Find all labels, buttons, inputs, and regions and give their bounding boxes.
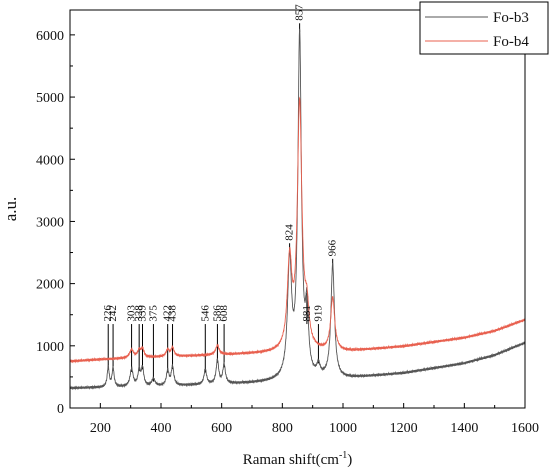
y-tick-label-1000: 1000 [36, 340, 64, 355]
x-axis-label-close: ) [347, 452, 352, 468]
x-tick-label-1000: 1000 [329, 421, 357, 436]
x-tick-label-1600: 1600 [511, 421, 539, 436]
x-axis-label: Raman shift(cm-1) [243, 450, 353, 468]
legend-label-fo-b4: Fo-b4 [493, 34, 529, 50]
x-axis-label-superscript: -1 [339, 450, 347, 461]
y-tick-label-3000: 3000 [36, 215, 64, 230]
peak-label-339: 339 [136, 305, 148, 322]
legend: Fo-b3 Fo-b4 [419, 1, 549, 55]
x-axis-label-main: Raman shift(cm [243, 452, 340, 468]
peak-label-328: 328 [133, 305, 145, 322]
plot-frame [69, 9, 526, 409]
peak-label-824: 824 [284, 224, 296, 241]
peak-label-881: 881 [301, 305, 313, 322]
y-tick-label-4000: 4000 [36, 153, 64, 168]
peak-label-586: 586 [211, 305, 223, 322]
y-tick-label-2000: 2000 [36, 278, 64, 293]
peak-label-303: 303 [126, 305, 138, 322]
legend-box [419, 1, 549, 55]
peak-label-919: 919 [312, 305, 324, 322]
peak-label-438: 438 [167, 305, 179, 322]
legend-label-fo-b3: Fo-b3 [493, 10, 529, 26]
x-tick-label-800: 800 [272, 421, 293, 436]
y-axis-label: a.u. [1, 197, 20, 222]
peak-label-857: 857 [294, 4, 306, 21]
x-tick-label-400: 400 [151, 421, 172, 436]
peak-label-375: 375 [147, 305, 159, 322]
peak-label-966: 966 [327, 239, 339, 256]
x-tick-label-1200: 1200 [390, 421, 418, 436]
x-tick-label-600: 600 [211, 421, 232, 436]
series-layer [69, 28, 526, 391]
peak-label-546: 546 [199, 305, 211, 322]
series-line-fo-b4 [69, 96, 526, 364]
y-tick-label-5000: 5000 [36, 91, 64, 106]
peak-label-608: 608 [218, 305, 230, 322]
y-tick-label-6000: 6000 [36, 29, 64, 44]
peak-label-226: 226 [102, 305, 114, 322]
x-tick-label-1400: 1400 [450, 421, 478, 436]
axis-layer: 200 400 600 800 1000 1200 1400 1600 0 1000 2000 300… [36, 29, 539, 436]
x-tick-label-200: 200 [90, 421, 111, 436]
peak-label-422: 422 [162, 305, 174, 322]
peak-label-242: 242 [107, 305, 119, 322]
y-tick-label-0: 0 [57, 402, 64, 417]
